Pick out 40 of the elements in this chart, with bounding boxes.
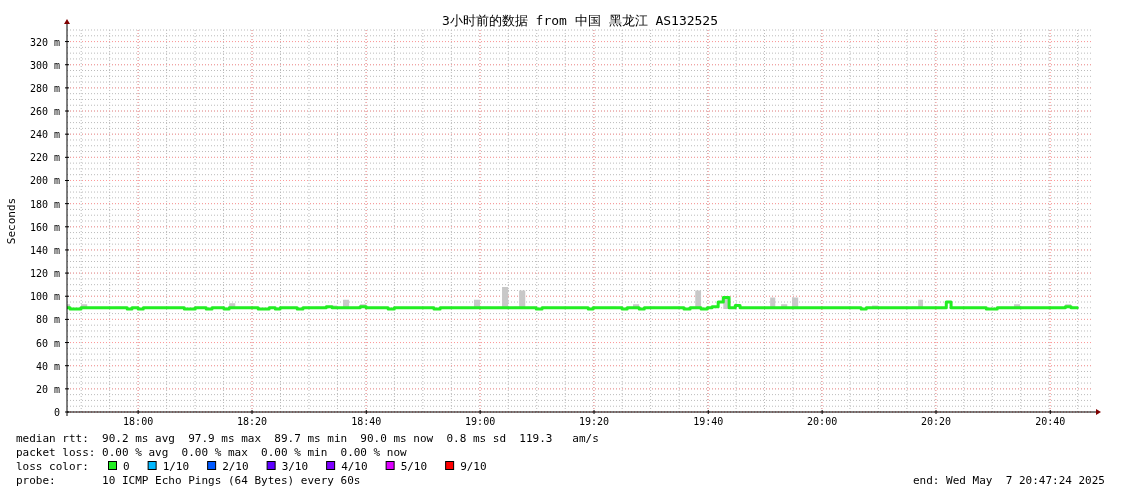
x-tick-label: 18:20 bbox=[236, 416, 268, 427]
y-tick-label: 220 m bbox=[29, 152, 60, 164]
y-tick-label: 180 m bbox=[29, 198, 60, 210]
y-tick-label: 260 m bbox=[29, 106, 60, 118]
y-tick-label: 240 m bbox=[29, 129, 60, 141]
x-tick-label: 19:20 bbox=[578, 416, 610, 427]
y-tick-label: 320 m bbox=[29, 36, 60, 48]
y-tick-label: 40 m bbox=[35, 360, 60, 372]
text: loss color: bbox=[16, 460, 89, 473]
y-tick-label: 60 m bbox=[35, 337, 60, 349]
x-tick-label: 19:40 bbox=[693, 416, 724, 427]
chart-title: 3小时前的数据 from 中国 黑龙江 AS132525 bbox=[441, 13, 719, 28]
legend-label: 1/10 bbox=[162, 460, 190, 473]
y-tick-label: 80 m bbox=[35, 314, 60, 326]
y-tick-label: 300 m bbox=[29, 59, 60, 71]
y-tick-label: 200 m bbox=[29, 175, 60, 187]
legend-label: 3/10 bbox=[281, 460, 309, 473]
y-tick-label: 20 m bbox=[35, 383, 60, 395]
legend-label: 2/10 bbox=[222, 460, 249, 473]
x-tick-label: 18:40 bbox=[351, 416, 382, 427]
y-tick-label: 0 bbox=[53, 407, 60, 418]
x-tick-label: 18:00 bbox=[123, 416, 154, 427]
y-axis-title: Seconds bbox=[5, 197, 18, 245]
x-tick-label: 20:00 bbox=[807, 416, 838, 427]
legend-label: 4/10 bbox=[341, 460, 368, 473]
x-tick-label: 20:20 bbox=[920, 416, 952, 427]
y-tick-label: 280 m bbox=[29, 82, 60, 94]
y-tick-label: 100 m bbox=[29, 291, 60, 303]
y-tick-label: 160 m bbox=[29, 221, 60, 233]
text: probe: 10 ICMP Echo Pings (64 Bytes) every 60s bbox=[16, 474, 361, 487]
y-tick-label: 120 m bbox=[29, 268, 60, 280]
legend-label: 5/10 bbox=[400, 460, 428, 473]
text: median rtt: 90.2 ms avg 97.9 ms max 89.7 ms min 90.0 ms now 0.8 ms sd 119.3 am/s bbox=[16, 432, 599, 445]
legend-label: 0 bbox=[123, 460, 130, 473]
text: end: Wed May 7 20:47:24 2025 bbox=[912, 474, 1105, 487]
x-tick-label: 20:40 bbox=[1035, 416, 1066, 427]
text: packet loss: 0.00 % avg 0.00 % max 0.00 % min 0.00 % now bbox=[16, 446, 408, 459]
legend-label: 9/10 bbox=[460, 460, 487, 473]
x-tick-label: 19:00 bbox=[465, 416, 496, 427]
y-tick-label: 140 m bbox=[29, 244, 60, 256]
